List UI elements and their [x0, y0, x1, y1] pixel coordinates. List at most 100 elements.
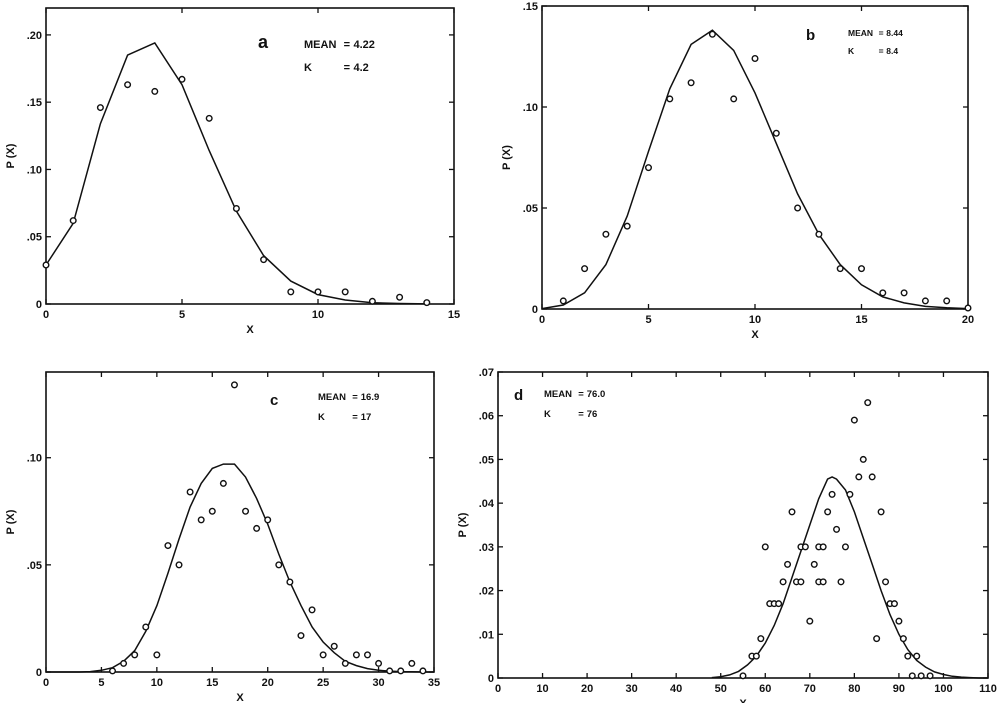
data-point-d	[828, 490, 836, 498]
data-point-b	[559, 297, 567, 305]
data-point-a	[96, 104, 104, 112]
stat-label-a: K	[304, 62, 312, 74]
data-point-b	[730, 95, 738, 103]
data-point-a	[423, 299, 431, 307]
x-tick-label-c: 20	[262, 677, 274, 689]
data-point-d	[819, 578, 827, 586]
data-point-c	[275, 561, 283, 569]
data-point-b	[943, 297, 951, 305]
data-point-c	[330, 642, 338, 650]
stat-label-a: MEAN	[304, 39, 336, 51]
data-point-d	[841, 543, 849, 551]
data-point-a	[42, 261, 50, 269]
data-point-d	[784, 560, 792, 568]
x-tick-label-b: 15	[855, 314, 867, 326]
x-tick-label-d: 10	[536, 683, 548, 695]
data-point-c	[164, 542, 172, 550]
data-point-d	[833, 525, 841, 533]
data-point-b	[581, 265, 589, 273]
y-tick-label-b: .10	[523, 102, 538, 114]
y-tick-label-a: .10	[27, 164, 42, 176]
y-tick-label-d: .07	[479, 367, 494, 379]
x-tick-label-d: 0	[495, 683, 501, 695]
data-point-c	[408, 659, 416, 667]
stat-label-c: MEAN	[318, 392, 346, 403]
data-point-a	[69, 217, 77, 225]
data-point-d	[895, 617, 903, 625]
data-point-d	[873, 635, 881, 643]
distribution-curve-a	[45, 42, 427, 305]
data-point-a	[178, 75, 186, 83]
data-point-a	[396, 293, 404, 301]
data-point-c	[242, 507, 250, 515]
x-tick-label-d: 80	[848, 683, 860, 695]
data-point-c	[197, 516, 205, 524]
data-point-c	[297, 632, 305, 640]
y-tick-label-b: 0	[532, 304, 538, 316]
data-point-c	[230, 381, 238, 389]
panel-a: 0 5 10 15 0 .05 .10 .15 .20 X P (X) a MEAN = 4.22 K = 4.2	[5, 7, 460, 336]
data-point-c	[208, 507, 216, 515]
x-axis-label-a: X	[246, 324, 254, 336]
y-tick-label-d: .05	[479, 454, 494, 466]
data-point-a	[287, 288, 295, 296]
data-point-c	[375, 659, 383, 667]
stat-equals-a: =	[344, 62, 350, 74]
stat-label-d: K	[544, 409, 551, 420]
x-tick-label-c: 25	[317, 677, 329, 689]
data-point-a	[260, 256, 268, 264]
data-point-c	[386, 667, 394, 675]
data-point-c	[308, 606, 316, 614]
x-tick-label-b: 10	[749, 314, 761, 326]
panel-c: 0 5 10 15 20 25 30 35 0 .05 .10 X P (X) c MEAN = 16.9 K = 1…	[5, 371, 440, 703]
distribution-curve-d	[711, 476, 988, 679]
data-point-d	[908, 672, 916, 680]
data-point-c	[131, 651, 139, 659]
data-point-d	[917, 672, 925, 680]
x-tick-label-b: 0	[539, 314, 545, 326]
x-tick-label-d: 70	[804, 683, 816, 695]
data-point-d	[775, 600, 783, 608]
data-point-d	[797, 578, 805, 586]
data-point-c	[109, 667, 117, 675]
data-point-c	[175, 561, 183, 569]
x-tick-label-b: 5	[645, 314, 651, 326]
x-axis-label-b: X	[751, 329, 759, 341]
x-tick-label-c: 15	[206, 677, 218, 689]
y-axis-label-c: P (X)	[5, 509, 17, 534]
data-point-d	[913, 652, 921, 660]
x-tick-label-a: 0	[43, 309, 49, 321]
y-tick-label-d: .03	[479, 542, 494, 554]
y-tick-label-b: .05	[523, 203, 538, 215]
panel-letter-d: d	[514, 387, 523, 404]
y-tick-label-d: .02	[479, 586, 494, 598]
data-point-d	[850, 416, 858, 424]
stat-value-a: 4.2	[354, 62, 369, 74]
y-tick-label-d: .04	[479, 498, 495, 510]
data-point-d	[739, 672, 747, 680]
x-tick-label-c: 0	[43, 677, 49, 689]
data-point-b	[964, 304, 972, 312]
panel-letter-c: c	[270, 392, 278, 409]
y-axis-label-a: P (X)	[5, 143, 17, 168]
data-point-b	[815, 230, 823, 238]
y-tick-label-a: .20	[27, 30, 42, 42]
x-tick-label-d: 110	[979, 683, 997, 695]
data-point-c	[419, 667, 427, 675]
data-point-a	[314, 288, 322, 296]
x-tick-label-d: 50	[715, 683, 727, 695]
plot-frame-d	[497, 371, 989, 679]
data-point-b	[687, 79, 695, 87]
data-point-c	[142, 623, 150, 631]
x-tick-label-a: 10	[312, 309, 324, 321]
data-point-d	[904, 652, 912, 660]
stat-value-b: 8.4	[886, 46, 898, 56]
stat-label-c: K	[318, 412, 325, 423]
y-tick-label-b: .15	[523, 1, 538, 13]
stat-value-d: 76.0	[587, 389, 606, 400]
stat-label-d: MEAN	[544, 389, 572, 400]
data-point-d	[837, 578, 845, 586]
data-point-a	[368, 297, 376, 305]
y-tick-label-d: .06	[479, 411, 494, 423]
